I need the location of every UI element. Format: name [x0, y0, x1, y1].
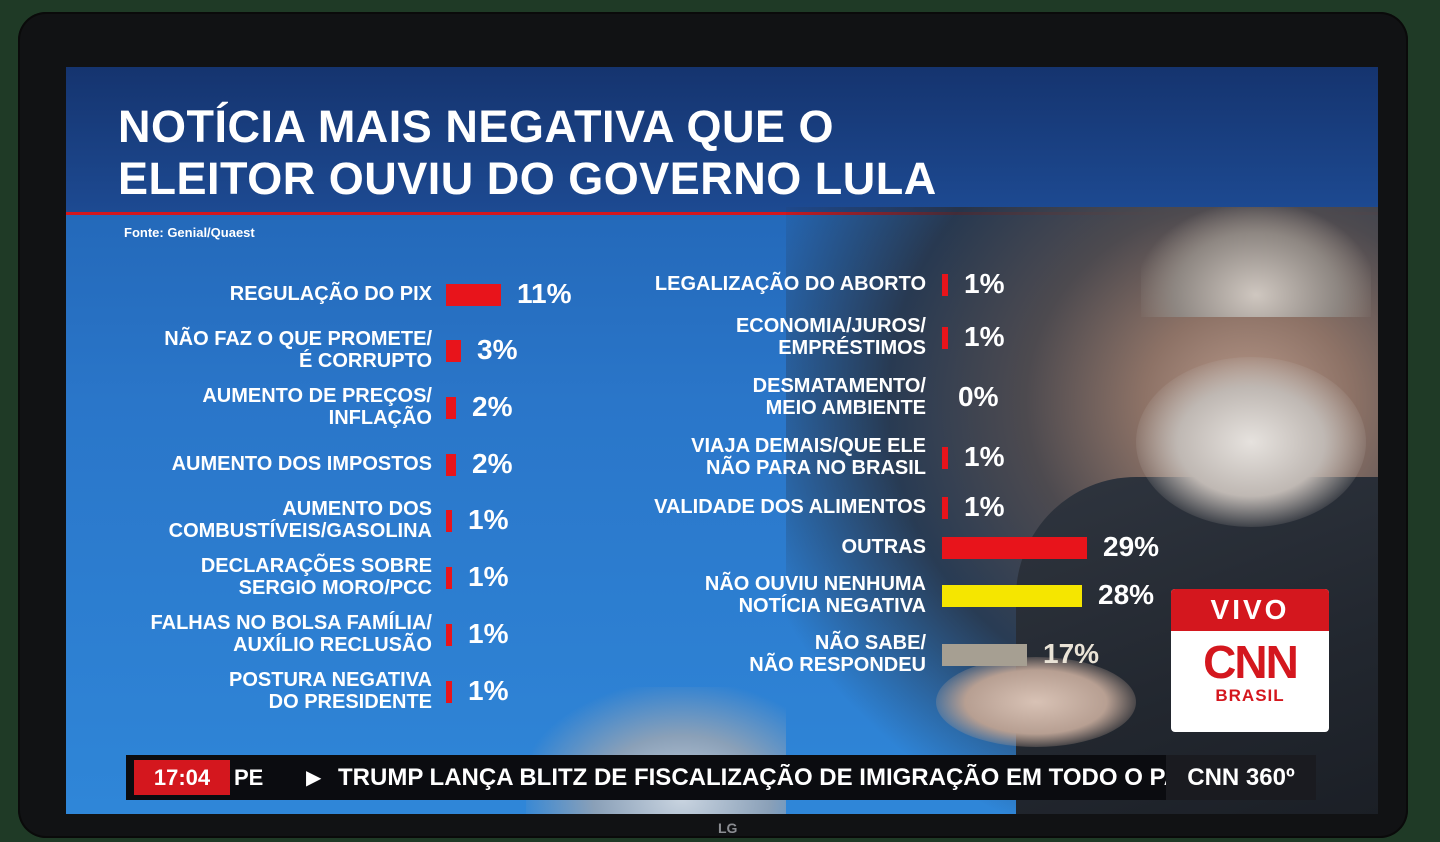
title-band	[66, 67, 1378, 212]
value-label: 3%	[477, 334, 518, 365]
value-label: 1%	[964, 491, 1005, 522]
chart-title: NOTÍCIA MAIS NEGATIVA QUE O ELEITOR OUVI…	[118, 101, 937, 205]
value-label: 29%	[1103, 531, 1160, 562]
category-label: NÃO OUVIU NENHUMA NOTÍCIA NEGATIVA	[704, 573, 926, 617]
category-label: AUMENTO DOS COMBUSTÍVEIS/GASOLINA	[168, 498, 432, 542]
bar	[942, 585, 1082, 607]
bar	[942, 644, 1027, 666]
value-label: 28%	[1098, 579, 1155, 610]
photo-face	[1136, 357, 1366, 527]
category-label: AUMENTO DOS IMPOSTOS	[171, 453, 432, 475]
news-ticker: 17:04 PE ▶ TRUMP LANÇA BLITZ DE FISCALIZ…	[126, 755, 1316, 800]
bar	[942, 327, 948, 349]
value-label: 2%	[472, 448, 513, 479]
bar	[942, 537, 1087, 559]
live-badge: VIVO CNN BRASIL	[1171, 589, 1329, 732]
chart-title-line-2: ELEITOR OUVIU DO GOVERNO LULA	[118, 153, 937, 204]
category-label: AUMENTO DE PREÇOS/ INFLAÇÃO	[202, 385, 432, 429]
value-label: 0%	[958, 381, 999, 412]
ticker-clock: 17:04	[134, 760, 230, 795]
show-name: CNN 360º	[1166, 755, 1316, 800]
bar	[942, 447, 948, 469]
value-label: 11%	[517, 278, 572, 309]
value-label: 1%	[468, 675, 509, 706]
category-label: POSTURA NEGATIVA DO PRESIDENTE	[229, 669, 432, 713]
value-label: 1%	[964, 268, 1005, 299]
bar	[446, 340, 461, 362]
bar	[446, 397, 456, 419]
bar	[446, 624, 452, 646]
tv-frame: NOTÍCIA MAIS NEGATIVA QUE O ELEITOR OUVI…	[18, 12, 1408, 838]
category-label: VIAJA DEMAIS/QUE ELE NÃO PARA NO BRASIL	[691, 435, 926, 479]
value-label: 2%	[472, 391, 513, 422]
chart-title-line-1: NOTÍCIA MAIS NEGATIVA QUE O	[118, 101, 835, 152]
bar	[446, 510, 452, 532]
category-label: NÃO SABE/ NÃO RESPONDEU	[749, 632, 926, 676]
bar	[446, 284, 501, 306]
play-arrow-icon: ▶	[306, 767, 322, 789]
bar	[446, 454, 456, 476]
bar	[942, 274, 948, 296]
category-label: FALHAS NO BOLSA FAMÍLIA/ AUXÍLIO RECLUSÃ…	[150, 612, 432, 656]
photo-hand	[936, 657, 1136, 747]
source-label: Fonte: Genial/Quaest	[124, 225, 255, 240]
category-label: OUTRAS	[841, 536, 926, 558]
title-divider	[66, 212, 1378, 215]
value-label: 17%	[1043, 638, 1100, 669]
live-label: VIVO	[1171, 589, 1329, 631]
bar	[446, 681, 452, 703]
value-label: 1%	[964, 441, 1005, 472]
value-label: 1%	[964, 321, 1005, 352]
bar	[446, 567, 452, 589]
ticker-headline: TRUMP LANÇA BLITZ DE FISCALIZAÇÃO DE IMI…	[338, 764, 1168, 791]
value-label: 1%	[468, 561, 509, 592]
photo-hair	[1141, 207, 1371, 317]
category-label: DESMATAMENTO/ MEIO AMBIENTE	[752, 375, 926, 419]
category-label: DECLARAÇÕES SOBRE SERGIO MORO/PCC	[200, 555, 432, 599]
category-label: ECONOMIA/JUROS/ EMPRÉSTIMOS	[735, 315, 926, 359]
bar	[942, 497, 948, 519]
value-label: 1%	[468, 618, 509, 649]
category-label: VALIDADE DOS ALIMENTOS	[654, 496, 926, 518]
cnn-brasil-label: BRASIL	[1215, 686, 1285, 705]
category-label: REGULAÇÃO DO PIX	[229, 283, 432, 305]
ticker-prefix: PE	[234, 765, 264, 790]
value-label: 1%	[468, 504, 509, 535]
lg-logo: LG	[718, 820, 738, 836]
cnn-logo: CNN	[1203, 636, 1299, 688]
category-label: NÃO FAZ O QUE PROMETE/ É CORRUPTO	[164, 328, 432, 372]
tv-screen: NOTÍCIA MAIS NEGATIVA QUE O ELEITOR OUVI…	[66, 67, 1378, 814]
category-label: LEGALIZAÇÃO DO ABORTO	[654, 273, 926, 295]
